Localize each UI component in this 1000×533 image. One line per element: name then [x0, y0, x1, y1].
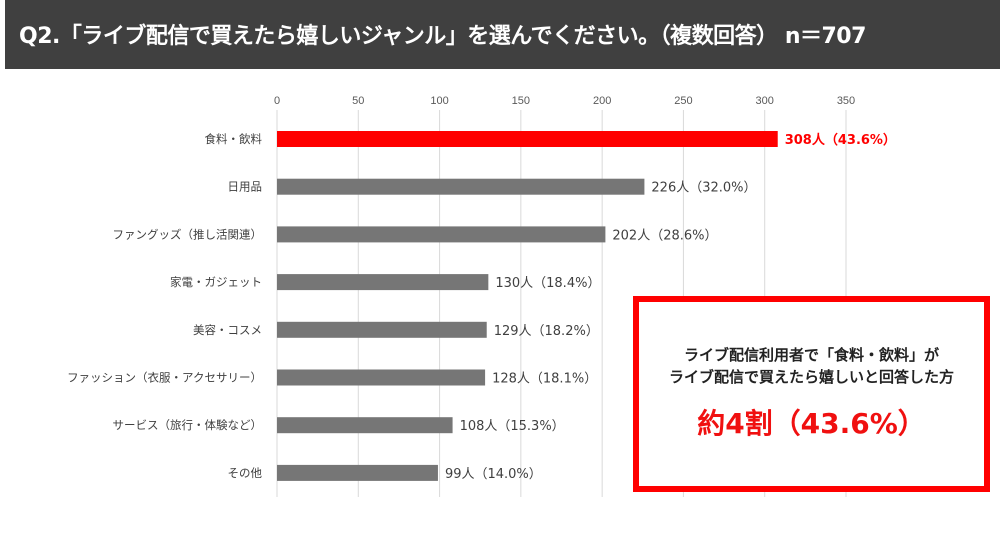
- callout-highlight: 約4割（43.6%）: [697, 407, 926, 440]
- x-tick-label: 300: [756, 95, 774, 107]
- x-tick-label: 200: [593, 95, 611, 107]
- data-label: 226人（32.0%）: [651, 181, 756, 196]
- data-label: 129人（18.2%）: [494, 324, 599, 339]
- category-label: その他: [228, 466, 263, 480]
- category-label: ファングッズ（推し活関連）: [113, 227, 263, 241]
- bar: [277, 369, 486, 386]
- bar: [277, 464, 438, 481]
- bar: [277, 131, 778, 147]
- data-label: 128人（18.1%）: [492, 372, 597, 387]
- category-label: 食料・飲料: [205, 132, 263, 146]
- category-label: 日用品: [228, 180, 263, 194]
- data-label: 202人（28.6%）: [612, 228, 717, 243]
- x-tick-label: 0: [274, 95, 280, 107]
- bar: [277, 226, 606, 243]
- x-tick-label: 350: [837, 95, 855, 107]
- callout-box: ライブ配信利用者で「食料・飲料」が ライブ配信で買えたら嬉しいと回答した方 約4…: [633, 296, 990, 492]
- bar: [277, 274, 489, 291]
- bar: [277, 321, 487, 338]
- x-tick-label: 150: [512, 95, 530, 107]
- data-label: 308人（43.6%）: [785, 132, 896, 148]
- data-label: 99人（14.0%）: [445, 467, 542, 482]
- category-label: 家電・ガジェット: [170, 275, 262, 289]
- data-label: 108人（15.3%）: [460, 419, 565, 434]
- title-bar: Q2.「ライブ配信で買えたら嬉しいジャンル」を選んでください。（複数回答） n＝…: [5, 0, 1000, 69]
- bar: [277, 417, 453, 434]
- x-tick-label: 250: [674, 95, 692, 107]
- category-label: 美容・コスメ: [193, 323, 262, 337]
- bar: [277, 178, 645, 195]
- category-label: ファッション（衣服・アクセサリー）: [67, 371, 262, 385]
- x-tick-label: 100: [430, 95, 448, 107]
- data-label: 130人（18.4%）: [495, 276, 600, 291]
- callout-line-2: ライブ配信で買えたら嬉しいと回答した方: [668, 368, 954, 386]
- page-title: Q2.「ライブ配信で買えたら嬉しいジャンル」を選んでください。（複数回答） n＝…: [19, 24, 866, 49]
- x-tick-label: 50: [352, 95, 364, 107]
- category-label: サービス（旅行・体験など）: [113, 418, 263, 432]
- callout-line-1: ライブ配信利用者で「食料・飲料」が: [683, 346, 939, 364]
